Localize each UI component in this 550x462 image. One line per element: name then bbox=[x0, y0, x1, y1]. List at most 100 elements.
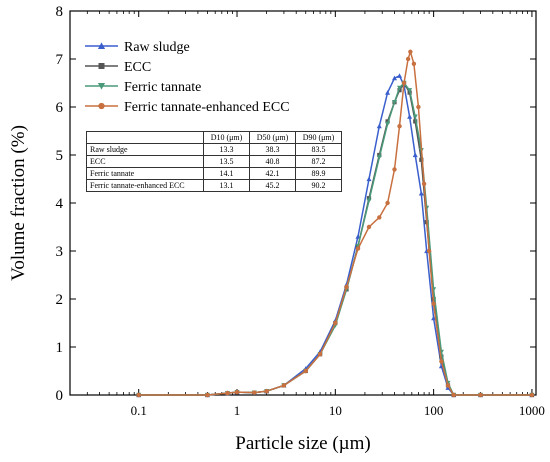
series-3 bbox=[136, 49, 535, 398]
series-lines bbox=[136, 49, 535, 398]
x-tick-label: 10 bbox=[329, 403, 342, 418]
legend-label: Ferric tannate-enhanced ECC bbox=[124, 100, 290, 115]
x-tick-label: 0.1 bbox=[131, 403, 147, 418]
table-row: Raw sludge 13.3 38.3 83.5 bbox=[86, 143, 342, 156]
data-point bbox=[385, 90, 391, 95]
data-point bbox=[416, 104, 421, 110]
data-point bbox=[376, 123, 382, 129]
table-cell-sample: Ferric tannate-enhanced ECC bbox=[86, 179, 204, 192]
table-row: Ferric tannate 14.1 42.1 89.9 bbox=[86, 167, 342, 180]
legend-label: ECC bbox=[124, 60, 151, 75]
data-point bbox=[529, 392, 535, 398]
data-point bbox=[413, 119, 418, 124]
data-point bbox=[478, 392, 483, 398]
data-point bbox=[366, 198, 372, 204]
table-cell-d50: 45.2 bbox=[249, 179, 296, 192]
data-point bbox=[344, 284, 349, 290]
data-point bbox=[205, 392, 210, 398]
y-tick-label: 8 bbox=[56, 4, 64, 20]
table-cell-sample: Raw sludge bbox=[86, 143, 204, 156]
legend-marker bbox=[97, 42, 106, 49]
data-point bbox=[385, 119, 390, 124]
data-point bbox=[397, 123, 402, 129]
legend-marker bbox=[97, 83, 106, 90]
data-point bbox=[234, 389, 240, 395]
data-point bbox=[397, 85, 403, 91]
data-point bbox=[407, 88, 413, 93]
table-header-d50: D50 (μm) bbox=[249, 131, 296, 144]
y-tick-label: 1 bbox=[56, 340, 64, 356]
data-point bbox=[405, 56, 411, 62]
axis-ticks: 0 1 2 3 4 5 6 7 8 0.1 1 10 100 1000 bbox=[56, 4, 545, 418]
data-point bbox=[412, 114, 418, 120]
data-point bbox=[431, 301, 436, 307]
data-point bbox=[385, 121, 391, 127]
series-1 bbox=[136, 80, 535, 398]
legend-label: Ferric tannate bbox=[124, 80, 201, 95]
data-point bbox=[385, 200, 390, 206]
y-tick-label: 7 bbox=[56, 52, 64, 68]
table-cell-d10: 14.1 bbox=[203, 167, 250, 180]
data-point bbox=[411, 61, 417, 67]
data-point bbox=[418, 190, 424, 196]
y-tick-label: 6 bbox=[56, 100, 64, 116]
table-cell-sample: Ferric tannate bbox=[86, 167, 204, 180]
table-header-d10: D10 (μm) bbox=[203, 131, 250, 144]
table-header-d90: D90 (μm) bbox=[295, 131, 342, 144]
table-cell-d50: 42.1 bbox=[249, 167, 296, 180]
data-point bbox=[366, 224, 372, 230]
data-point bbox=[225, 390, 230, 396]
series-2 bbox=[136, 80, 535, 398]
data-point bbox=[391, 75, 398, 81]
y-tick-label: 2 bbox=[56, 292, 64, 308]
data-point bbox=[412, 152, 418, 158]
data-point bbox=[445, 383, 451, 388]
table-row: ECC 13.5 40.8 87.2 bbox=[86, 155, 342, 168]
series-0 bbox=[136, 73, 535, 398]
y-tick-label: 0 bbox=[56, 388, 64, 404]
x-tick-label: 100 bbox=[424, 403, 444, 418]
data-point bbox=[252, 390, 257, 395]
table-cell-d90: 83.5 bbox=[295, 143, 342, 156]
table-header-row: D10 (μm) D50 (μm) D90 (μm) bbox=[86, 131, 342, 144]
y-tick-label: 5 bbox=[56, 148, 64, 164]
data-point bbox=[431, 315, 437, 321]
data-point bbox=[281, 383, 287, 388]
table-cell-d90: 89.9 bbox=[295, 167, 342, 180]
data-point bbox=[407, 114, 413, 119]
table-cell-d50: 40.8 bbox=[249, 155, 296, 168]
data-point bbox=[317, 351, 323, 357]
data-point bbox=[421, 181, 427, 187]
data-point bbox=[392, 167, 397, 172]
data-point bbox=[376, 155, 382, 160]
data-point bbox=[401, 80, 407, 86]
table-cell-d10: 13.5 bbox=[203, 155, 250, 168]
data-point bbox=[397, 73, 403, 78]
table-cell-d10: 13.1 bbox=[203, 179, 250, 192]
data-point bbox=[419, 157, 424, 162]
data-point bbox=[377, 215, 382, 220]
series-line bbox=[138, 81, 532, 396]
y-tick-label: 3 bbox=[56, 244, 64, 260]
data-point bbox=[451, 392, 456, 398]
particle-size-table: D10 (μm) D50 (μm) D90 (μm) Raw sludge 13… bbox=[86, 131, 342, 192]
data-point bbox=[303, 368, 308, 374]
table-cell-d90: 90.2 bbox=[295, 179, 342, 192]
data-point bbox=[366, 176, 372, 182]
data-point bbox=[391, 100, 398, 105]
table-header-blank bbox=[86, 131, 204, 144]
series-line bbox=[138, 74, 532, 396]
table-cell-d50: 38.3 bbox=[249, 143, 296, 156]
data-point bbox=[333, 320, 338, 326]
y-tick-label: 4 bbox=[56, 196, 64, 212]
legend: Raw sludge ECC Ferric tannate Ferric tannat… bbox=[85, 40, 290, 115]
data-point bbox=[264, 388, 269, 394]
table-row: Ferric tannate-enhanced ECC 13.1 45.2 90… bbox=[86, 179, 342, 192]
table-cell-d10: 13.3 bbox=[203, 143, 250, 156]
data-point bbox=[439, 359, 444, 364]
data-point bbox=[136, 392, 141, 398]
x-tick-label: 1000 bbox=[519, 403, 545, 418]
series-line bbox=[138, 81, 532, 396]
x-axis-label: Particle size (µm) bbox=[235, 433, 370, 454]
